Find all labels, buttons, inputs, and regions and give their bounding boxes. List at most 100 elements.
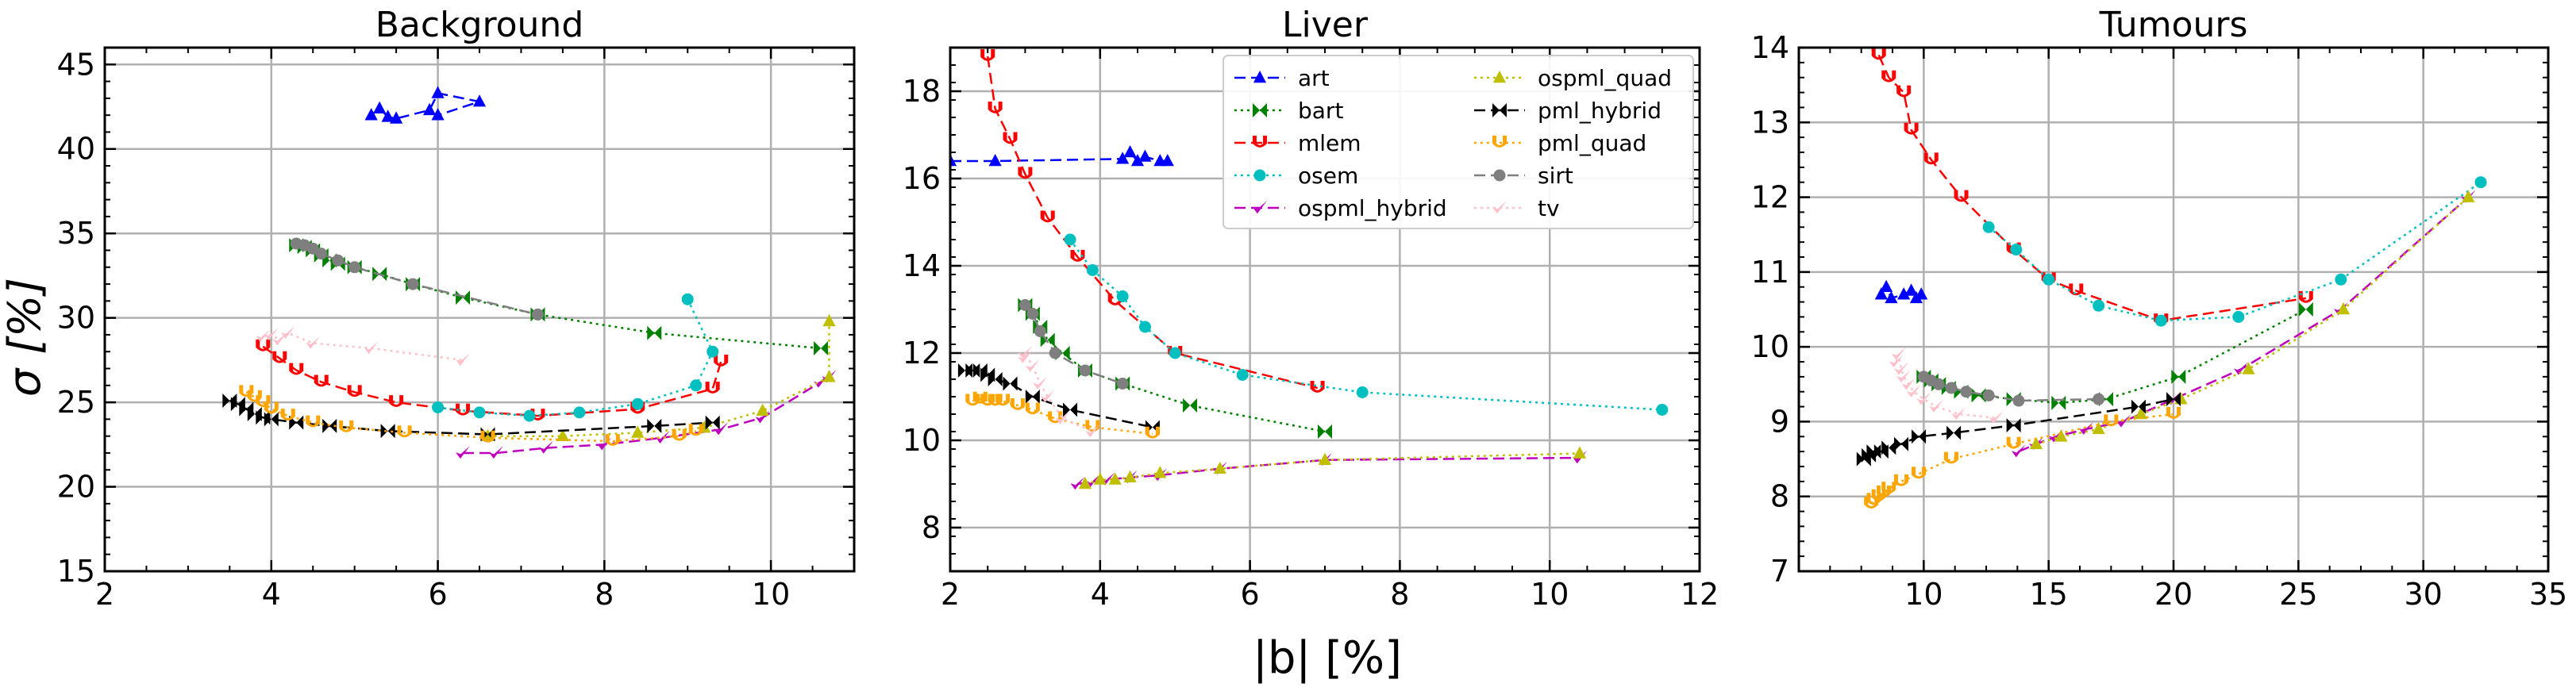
- liver-series-bart-line: [1024, 304, 1326, 433]
- legend-entry-ospml-quad-label: ospml_quad: [1538, 65, 1672, 91]
- background-series-pml-hybrid-point: [264, 412, 279, 427]
- tumours-series-bart-point: [2171, 369, 2186, 384]
- tumours-series-group: [1856, 48, 2487, 509]
- legend-entry-mlem-label: mlem: [1298, 130, 1361, 156]
- tumours-series-pml-quad-point: [2104, 414, 2119, 427]
- liver-series-ospml-quad-point: [1078, 477, 1092, 490]
- tumours-axes-frame: [1797, 46, 2550, 573]
- liver-series-tv-point: [1040, 390, 1055, 403]
- background-series-sirt-point: [332, 254, 345, 267]
- legend-entry-pml-quad-label: pml_quad: [1538, 130, 1646, 156]
- background-x-tick-label: 4: [262, 577, 281, 612]
- background-series-pml-quad-point: [672, 428, 687, 441]
- tumours-series-mlem-point: [1954, 190, 1969, 202]
- tumours-series-ospml-hybrid-line: [2018, 196, 2470, 453]
- background-series-ospml-hybrid: [456, 370, 837, 459]
- background-series-sirt-point: [406, 278, 419, 290]
- background-series-group: [222, 86, 837, 459]
- tumours-series-tv-point: [1891, 347, 1906, 360]
- liver-series-pml-quad: [965, 391, 1160, 439]
- liver-series-ospml-quad-point: [1573, 446, 1587, 459]
- tumours-x-tick-label: 30: [2404, 577, 2442, 612]
- legend-entry-osem-label: osem: [1298, 163, 1358, 189]
- liver-series-tv-point: [1055, 411, 1070, 424]
- tumours-series-ospml-quad-point: [2092, 421, 2105, 435]
- liver-y-tick-label: 16: [903, 161, 941, 196]
- background-series-art-point: [381, 109, 395, 122]
- background-series-mlem-point: [456, 403, 471, 416]
- liver-series-art: [950, 145, 1174, 167]
- legend-entry-tv-marker: [1492, 201, 1507, 214]
- tumours-series-art-point: [1874, 287, 1888, 300]
- tumours-series-osem-point: [2093, 299, 2105, 312]
- liver-series-bart-point: [1183, 398, 1198, 413]
- background-series-art-point: [422, 102, 437, 116]
- background-series-pml-hybrid-point: [380, 424, 395, 439]
- background-series-pml-quad-point: [280, 409, 295, 420]
- tumours-series-mlem-point: [2298, 290, 2313, 303]
- background-series-mlem-point: [289, 363, 304, 375]
- liver-series-art-point: [1116, 152, 1130, 164]
- legend-entry-pml-quad: pml_quad: [1474, 130, 1646, 156]
- tumours-series-mlem-point: [2069, 283, 2084, 296]
- background-series-osem-point: [523, 409, 536, 422]
- shared-x-label: |b| [%]: [1253, 632, 1402, 684]
- tumours-series-ospml-hybrid-point: [2078, 421, 2093, 436]
- liver-series-art-point: [988, 154, 1002, 167]
- background-series-mlem-point: [347, 385, 362, 397]
- background-series-mlem-point: [705, 382, 720, 394]
- background-series-bart: [289, 238, 829, 355]
- liver-series-osem-point: [1236, 369, 1249, 381]
- liver-series-ospml-quad-point: [1153, 466, 1167, 478]
- background-series-osem-point: [473, 406, 486, 419]
- panel-liver: 2 4 6 8 10 12 8 10 12 14 16 18 Liver art bart mlem osem o…: [903, 5, 1719, 612]
- liver-series-osem-point: [1169, 347, 1181, 359]
- liver-series-bart: [1018, 298, 1332, 439]
- background-title: Background: [375, 5, 584, 45]
- tumours-series-tv-point: [1989, 410, 2004, 424]
- tumours-series-tv-point: [1951, 407, 1966, 420]
- tumours-series-tv-point: [1896, 369, 1912, 383]
- tumours-series-art-point: [1880, 279, 1893, 293]
- background-series-art-point: [364, 108, 378, 121]
- liver-series-pml-quad-point: [972, 391, 988, 404]
- tumours-series-ospml-quad-line: [2035, 196, 2470, 445]
- liver-series-pml-quad-point: [1145, 426, 1160, 439]
- background-series-ospml-hybrid-point: [714, 422, 729, 436]
- liver-y-tick-label: 14: [903, 248, 941, 283]
- liver-series-pml-quad-point: [965, 394, 980, 406]
- tumours-series-ospml-quad-point: [2054, 429, 2068, 442]
- tumours-y-tick-label: 13: [1751, 105, 1789, 140]
- legend-entry-tv-label: tv: [1538, 195, 1560, 221]
- tumours-series-tv-point: [1906, 384, 1921, 397]
- background-x-tick-label: 8: [595, 577, 614, 612]
- liver-series-sirt-point: [1116, 378, 1129, 390]
- background-series-mlem-point: [272, 351, 287, 363]
- tumours-y-tick-label: 7: [1770, 554, 1789, 589]
- legend-entry-mlem: mlem: [1234, 130, 1361, 156]
- tumours-series-art-point: [1885, 290, 1898, 304]
- tumours-series-sirt-point: [1945, 382, 1958, 394]
- tumours-x-tick-label: 35: [2529, 577, 2567, 612]
- background-series-art-point: [431, 108, 445, 121]
- liver-series-pml-quad-line: [972, 397, 1153, 436]
- tumours-series-mlem-point: [1881, 70, 1896, 83]
- background-series-tv-point: [306, 336, 321, 349]
- background-series-tv-line: [263, 332, 464, 362]
- legend-entry-art-marker: [1253, 71, 1267, 83]
- background-series-ospml-hybrid-point: [655, 430, 670, 444]
- background-series-pml-quad-line: [245, 391, 697, 443]
- background-x-tick-label: 2: [95, 577, 114, 612]
- background-series-osem-point: [432, 401, 445, 413]
- background-series-pml-quad-point: [339, 420, 354, 432]
- background-x-tick-label: 6: [428, 577, 447, 612]
- tumours-series-pml-quad-point: [1881, 482, 1896, 494]
- liver-axes-frame: [949, 46, 1701, 573]
- liver-x-tick-label: 8: [1390, 577, 1409, 612]
- tumours-y-tick-label: 8: [1770, 479, 1789, 514]
- liver-x-tick-label: 4: [1091, 577, 1110, 612]
- legend-entry-pml-quad-marker: [1492, 136, 1507, 148]
- legend-entry-ospml-quad-marker: [1492, 71, 1507, 83]
- legend-entry-bart-label: bart: [1298, 98, 1343, 124]
- background-series-bart-point: [814, 340, 829, 355]
